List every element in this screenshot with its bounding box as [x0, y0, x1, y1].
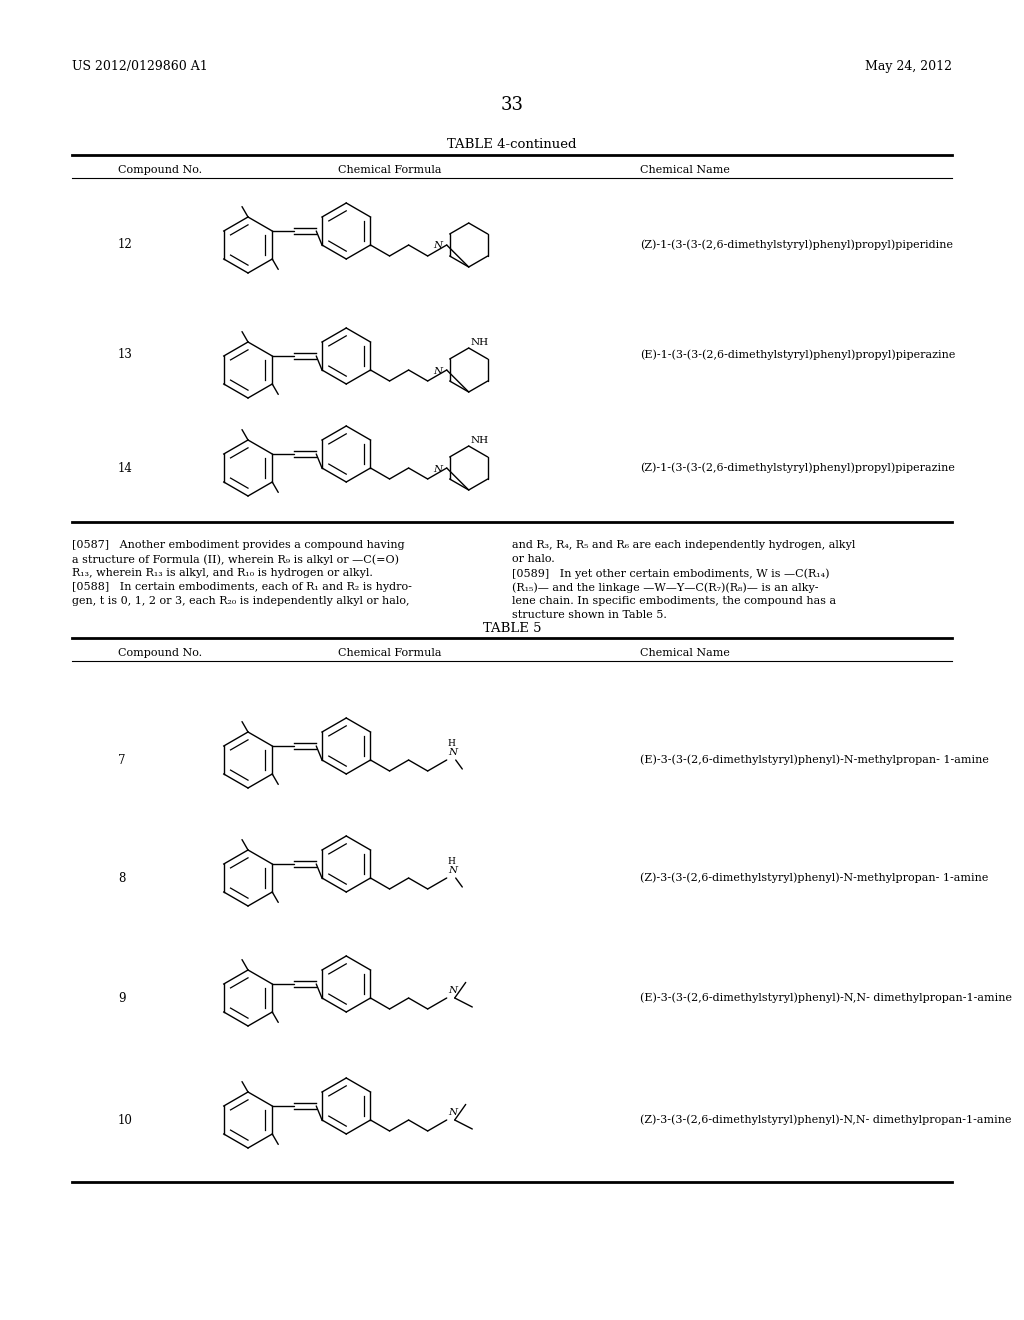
Text: N: N	[433, 465, 442, 474]
Text: gen, t is 0, 1, 2 or 3, each R₂₀ is independently alkyl or halo,: gen, t is 0, 1, 2 or 3, each R₂₀ is inde…	[72, 597, 410, 606]
Text: (E)-3-(3-(2,6-dimethylstyryl)phenyl)-N,N- dimethylpropan-1-amine: (E)-3-(3-(2,6-dimethylstyryl)phenyl)-N,N…	[640, 993, 1012, 1003]
Text: 13: 13	[118, 348, 133, 362]
Text: US 2012/0129860 A1: US 2012/0129860 A1	[72, 59, 208, 73]
Text: N: N	[447, 866, 457, 875]
Text: (E)-3-(3-(2,6-dimethylstyryl)phenyl)-N-methylpropan- 1-amine: (E)-3-(3-(2,6-dimethylstyryl)phenyl)-N-m…	[640, 755, 989, 766]
Text: TABLE 4-continued: TABLE 4-continued	[447, 139, 577, 150]
Text: and R₃, R₄, R₅ and R₆ are each independently hydrogen, alkyl: and R₃, R₄, R₅ and R₆ are each independe…	[512, 540, 855, 550]
Text: (E)-1-(3-(3-(2,6-dimethylstyryl)phenyl)propyl)piperazine: (E)-1-(3-(3-(2,6-dimethylstyryl)phenyl)p…	[640, 350, 955, 360]
Text: TABLE 5: TABLE 5	[482, 622, 542, 635]
Text: NH: NH	[471, 436, 488, 445]
Text: (Z)-3-(3-(2,6-dimethylstyryl)phenyl)-N-methylpropan- 1-amine: (Z)-3-(3-(2,6-dimethylstyryl)phenyl)-N-m…	[640, 873, 988, 883]
Text: N: N	[447, 986, 457, 995]
Text: (Z)-1-(3-(3-(2,6-dimethylstyryl)phenyl)propyl)piperazine: (Z)-1-(3-(3-(2,6-dimethylstyryl)phenyl)p…	[640, 463, 954, 474]
Text: or halo.: or halo.	[512, 554, 555, 564]
Text: [0588]   In certain embodiments, each of R₁ and R₂ is hydro-: [0588] In certain embodiments, each of R…	[72, 582, 412, 591]
Text: Chemical Name: Chemical Name	[640, 648, 730, 657]
Text: N: N	[433, 242, 442, 251]
Text: 10: 10	[118, 1114, 133, 1126]
Text: (Z)-1-(3-(3-(2,6-dimethylstyryl)phenyl)propyl)piperidine: (Z)-1-(3-(3-(2,6-dimethylstyryl)phenyl)p…	[640, 240, 953, 251]
Text: 14: 14	[118, 462, 133, 474]
Text: [0587]   Another embodiment provides a compound having: [0587] Another embodiment provides a com…	[72, 540, 404, 550]
Text: Chemical Formula: Chemical Formula	[338, 165, 441, 176]
Text: H: H	[447, 739, 456, 748]
Text: 33: 33	[501, 96, 523, 114]
Text: 7: 7	[118, 754, 126, 767]
Text: structure shown in Table 5.: structure shown in Table 5.	[512, 610, 667, 620]
Text: May 24, 2012: May 24, 2012	[865, 59, 952, 73]
Text: R₁₃, wherein R₁₃ is alkyl, and R₁₀ is hydrogen or alkyl.: R₁₃, wherein R₁₃ is alkyl, and R₁₀ is hy…	[72, 568, 373, 578]
Text: Chemical Formula: Chemical Formula	[338, 648, 441, 657]
Text: N: N	[433, 367, 442, 375]
Text: (Z)-3-(3-(2,6-dimethylstyryl)phenyl)-N,N- dimethylpropan-1-amine: (Z)-3-(3-(2,6-dimethylstyryl)phenyl)-N,N…	[640, 1114, 1012, 1125]
Text: N: N	[447, 748, 457, 756]
Text: N: N	[447, 1107, 457, 1117]
Text: Compound No.: Compound No.	[118, 648, 202, 657]
Text: [0589]   In yet other certain embodiments, W is —C(R₁₄): [0589] In yet other certain embodiments,…	[512, 568, 829, 578]
Text: NH: NH	[471, 338, 488, 347]
Text: 12: 12	[118, 239, 133, 252]
Text: Chemical Name: Chemical Name	[640, 165, 730, 176]
Text: 9: 9	[118, 991, 126, 1005]
Text: lene chain. In specific embodiments, the compound has a: lene chain. In specific embodiments, the…	[512, 597, 837, 606]
Text: 8: 8	[118, 871, 125, 884]
Text: (R₁₅)— and the linkage —W—Y—C(R₇)(R₈)— is an alky-: (R₁₅)— and the linkage —W—Y—C(R₇)(R₈)— i…	[512, 582, 818, 593]
Text: a structure of Formula (II), wherein R₉ is alkyl or —C(=O): a structure of Formula (II), wherein R₉ …	[72, 554, 399, 565]
Text: H: H	[447, 857, 456, 866]
Text: Compound No.: Compound No.	[118, 165, 202, 176]
